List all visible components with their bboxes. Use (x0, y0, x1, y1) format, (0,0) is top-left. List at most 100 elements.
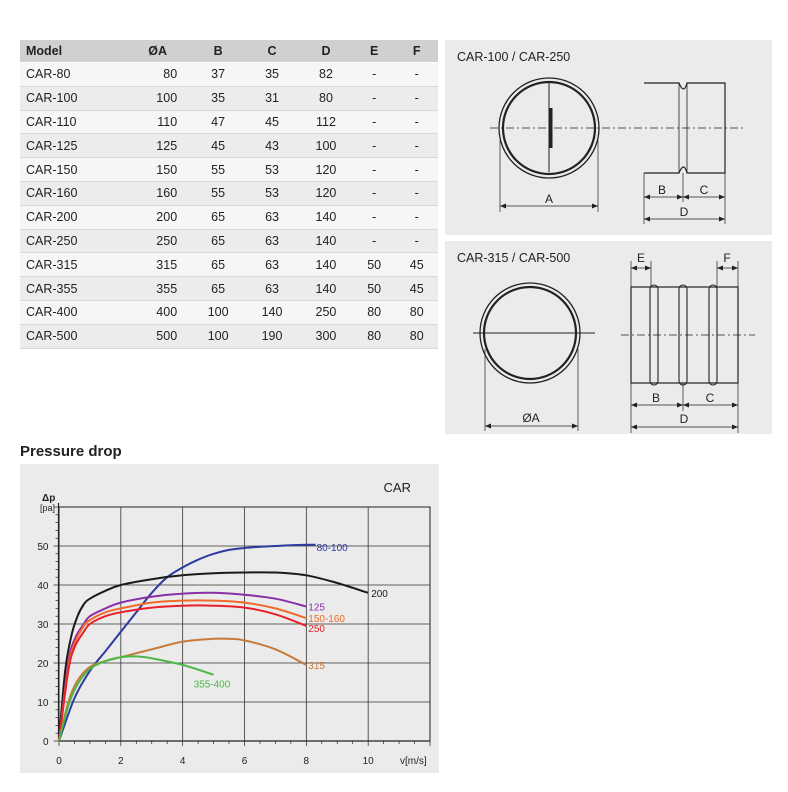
drawing-panel-car-100-250: CAR-100 / CAR-250 A B C D (445, 40, 772, 235)
table-row: CAR-160 160 55 53 120- - (20, 181, 438, 206)
table-row: CAR-200 200 65 63 140- - (20, 205, 438, 230)
x-tick-label: 10 (363, 756, 375, 767)
header-c: C (245, 40, 299, 63)
model-cell: CAR-200 (20, 205, 125, 230)
label-a: A (545, 192, 553, 206)
y-tick-label: 10 (37, 698, 49, 709)
value-cell: 150 (124, 157, 192, 182)
table-row: CAR-250 250 65 63 140- - (20, 229, 438, 254)
x-tick-label: 6 (242, 756, 248, 767)
model-cell: CAR-500 (20, 324, 125, 349)
value-cell: 80 (352, 300, 396, 325)
model-cell: CAR-125 (20, 133, 125, 159)
label-e: E (637, 251, 645, 265)
model-cell: CAR-355 (20, 276, 125, 301)
value-cell: 200 (124, 205, 192, 230)
value-cell: - (395, 229, 438, 254)
y-tick-label: 50 (37, 542, 49, 553)
value-cell: - (352, 110, 396, 135)
value-cell: 100 (299, 133, 353, 159)
label-f: F (723, 251, 730, 265)
drawing-1-title: CAR-100 / CAR-250 (457, 50, 571, 64)
chart-section-title: Pressure drop (20, 443, 122, 460)
y-axis-label: Δp (42, 493, 55, 504)
value-cell: 140 (299, 276, 353, 301)
value-cell: 31 (245, 86, 299, 111)
series-line-250 (58, 604, 307, 742)
value-cell: 50 (352, 252, 396, 278)
label-b-2: B (652, 391, 660, 405)
value-cell: 250 (299, 300, 353, 325)
value-cell: 500 (124, 324, 192, 349)
drawing-1-svg: A B C D (490, 77, 745, 224)
value-cell: 160 (124, 181, 192, 206)
y-tick-label: 30 (37, 620, 49, 631)
value-cell: - (395, 181, 438, 206)
value-cell: 100 (191, 300, 246, 325)
value-cell: 47 (191, 110, 246, 135)
value-cell: 355 (124, 276, 192, 301)
table-header-row: Model ØA B C D E F (20, 40, 438, 63)
value-cell: 45 (395, 252, 438, 278)
value-cell: 65 (191, 276, 246, 301)
series-line-315 (58, 637, 307, 742)
x-axis-label: v[m/s] (400, 756, 427, 767)
table-row: CAR-500 500 100 190 300 80 80 (20, 324, 438, 349)
value-cell: 53 (245, 157, 299, 182)
model-cell: CAR-100 (20, 86, 125, 111)
value-cell: 80 (124, 62, 192, 87)
value-cell: 300 (299, 324, 353, 349)
series-label-355-400: 355-400 (194, 680, 231, 691)
value-cell: 55 (191, 157, 246, 182)
table-row: CAR-355 355 65 63 140 50 45 (20, 276, 438, 301)
value-cell: 63 (245, 276, 299, 301)
value-cell: 140 (299, 205, 353, 230)
value-cell: 50 (352, 276, 396, 301)
value-cell: - (395, 110, 438, 135)
value-cell: 120 (299, 181, 353, 206)
series-line-355-400 (58, 655, 214, 742)
model-cell: CAR-250 (20, 229, 125, 254)
value-cell: 80 (299, 86, 353, 111)
label-b: B (658, 183, 666, 197)
value-cell: - (352, 133, 396, 159)
label-d: D (680, 205, 689, 219)
value-cell: - (352, 62, 396, 87)
header-oa: ØA (124, 40, 192, 63)
value-cell: 65 (191, 205, 246, 230)
x-tick-label: 4 (180, 756, 186, 767)
pressure-drop-chart: 0 10 20 30 40 50 0 2 4 6 8 10 Δp [pa] v[m/s] 80-100 200 1… (20, 464, 439, 773)
model-cell: CAR-160 (20, 181, 125, 206)
series-line-200 (58, 571, 369, 742)
value-cell: - (395, 157, 438, 182)
header-f: F (395, 40, 438, 63)
value-cell: 43 (245, 133, 299, 159)
x-tick-label: 0 (56, 756, 62, 767)
value-cell: 45 (395, 276, 438, 301)
value-cell: - (352, 86, 396, 111)
table-row: CAR-110 110 47 45 112- - (20, 110, 438, 135)
value-cell: 80 (395, 300, 438, 325)
y-tick-label: 0 (43, 737, 49, 748)
series-line-150-160 (58, 599, 307, 742)
series-line-80-100 (58, 543, 316, 742)
model-cell: CAR-315 (20, 252, 125, 278)
table-row: CAR-315 315 65 63 140 50 45 (20, 252, 438, 278)
y-tick-label: 40 (37, 581, 49, 592)
value-cell: 140 (245, 300, 299, 325)
value-cell: 53 (245, 181, 299, 206)
value-cell: 63 (245, 205, 299, 230)
value-cell: 140 (299, 229, 353, 254)
value-cell: 55 (191, 181, 246, 206)
value-cell: 250 (124, 229, 192, 254)
x-tick-label: 8 (304, 756, 310, 767)
label-c-2: C (706, 391, 715, 405)
value-cell: 400 (124, 300, 192, 325)
y-tick-label: 20 (37, 659, 49, 670)
value-cell: - (352, 205, 396, 230)
model-cell: CAR-110 (20, 110, 125, 135)
value-cell: 112 (299, 110, 353, 135)
value-cell: 110 (124, 110, 192, 135)
series-label-315: 315 (308, 661, 325, 672)
table-row: CAR-150 150 55 53 120- - (20, 157, 438, 182)
